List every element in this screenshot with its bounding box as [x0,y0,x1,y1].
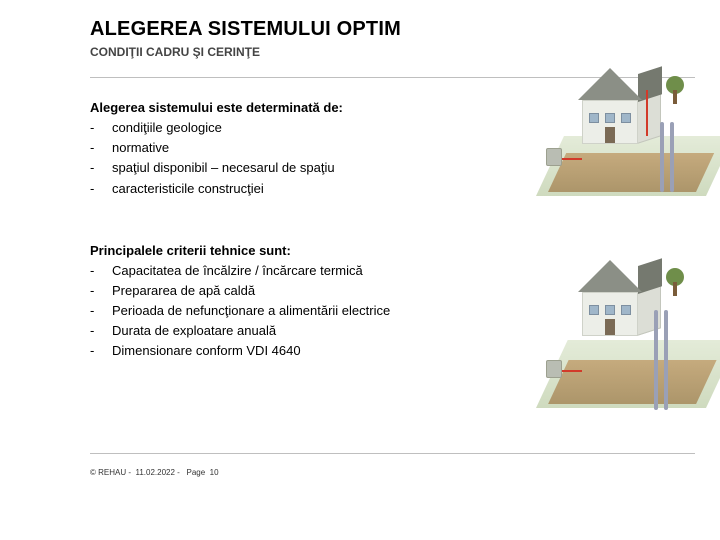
bullet-text: Durata de exploatare anuală [112,321,276,341]
bullet-text: Capacitatea de încălzire / încărcare ter… [112,261,363,281]
page-title: ALEGEREA SISTEMULUI OPTIM [90,18,700,41]
footer-page-label: Page [187,468,206,477]
footer-copyright: © REHAU [90,468,126,477]
bullet-text: spaţiul disponibil – necesarul de spaţiu [112,158,335,178]
illustration-ground-loop [536,46,706,196]
bullet-text: Dimensionare conform VDI 4640 [112,341,301,361]
bullet-text: normative [112,138,169,158]
footer-date: 11.02.2022 [135,468,174,477]
bullet-text: condiţiile geologice [112,118,222,138]
bullet-text: caracteristicile construcţiei [112,179,264,199]
footer: © REHAU - 11.02.2022 - Page 10 [90,468,219,477]
divider-bottom [90,453,695,454]
illustration-borehole [536,238,706,408]
bullet-text: Prepararea de apă caldă [112,281,255,301]
footer-page-number: 10 [210,468,219,477]
bullet-text: Perioada de nefuncţionare a alimentării … [112,301,390,321]
